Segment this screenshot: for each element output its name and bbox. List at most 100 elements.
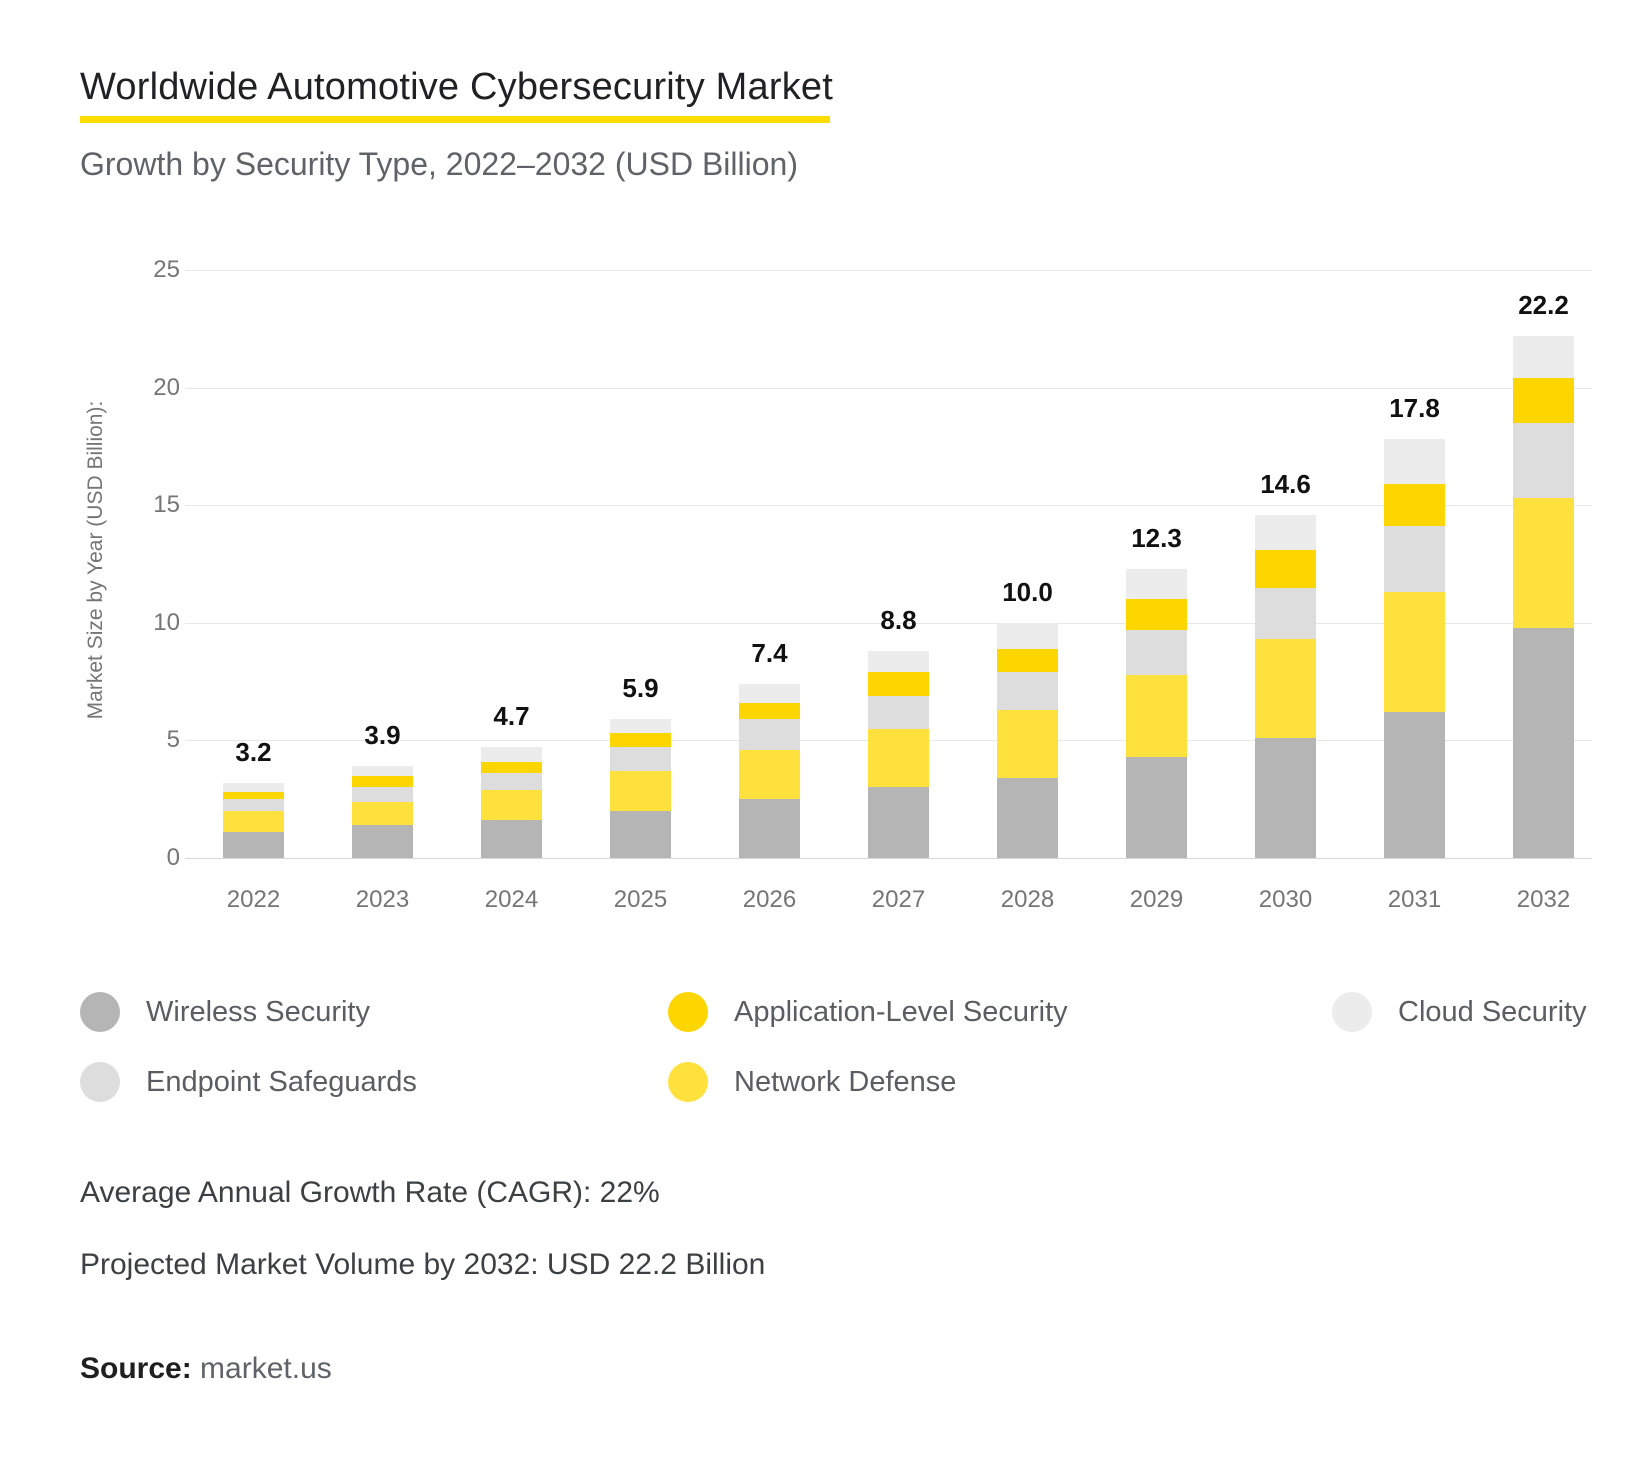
- x-tick-label-2022: 2022: [226, 886, 281, 913]
- source-line: Source: market.us: [80, 1352, 332, 1386]
- footer-projection-line: Projected Market Volume by 2032: USD 22.…: [80, 1248, 766, 1281]
- legend-label: Endpoint Safeguards: [146, 1066, 417, 1098]
- bar-segment-2028-network-defense: [997, 709, 1058, 779]
- x-tick-label-2029: 2029: [1129, 886, 1184, 913]
- legend-swatch-wireless-security: [80, 992, 120, 1032]
- bar-segment-2025-cloud-security: [610, 719, 671, 734]
- bar-segment-2023-wireless-security: [352, 825, 413, 858]
- bar-2027: [868, 651, 929, 858]
- bar-segment-2022-endpoint-safeguards: [223, 799, 284, 811]
- bar-2026: [739, 683, 800, 858]
- bar-segment-2024-endpoint-safeguards: [481, 773, 542, 790]
- y-axis-title: Market Size by Year (USD Billion):: [84, 400, 107, 720]
- bar-segment-2030-cloud-security: [1255, 514, 1316, 550]
- gridline-10: [185, 622, 1592, 624]
- bar-segment-2022-cloud-security: [223, 782, 284, 793]
- bar-segment-2032-application-level-security: [1513, 378, 1574, 423]
- bar-total-label-2031: 17.8: [1389, 393, 1440, 424]
- bar-2031: [1384, 439, 1445, 858]
- bar-segment-2027-application-level-security: [868, 672, 929, 696]
- bar-segment-2030-endpoint-safeguards: [1255, 587, 1316, 640]
- bar-segment-2030-network-defense: [1255, 639, 1316, 739]
- bar-total-label-2029: 12.3: [1131, 522, 1182, 553]
- legend-label: Cloud Security: [1398, 996, 1587, 1028]
- bar-segment-2029-application-level-security: [1126, 599, 1187, 630]
- bar-segment-2024-cloud-security: [481, 747, 542, 762]
- source-label: Source:: [80, 1352, 192, 1385]
- bar-2028: [997, 622, 1058, 858]
- gridline-20: [185, 387, 1592, 389]
- bar-segment-2027-network-defense: [868, 728, 929, 788]
- bar-segment-2025-wireless-security: [610, 810, 671, 858]
- bar-segment-2025-application-level-security: [610, 733, 671, 748]
- bar-segment-2031-cloud-security: [1384, 439, 1445, 485]
- bar-segment-2029-cloud-security: [1126, 568, 1187, 600]
- bar-segment-2028-wireless-security: [997, 778, 1058, 858]
- bar-total-label-2028: 10.0: [1002, 576, 1053, 607]
- legend-swatch-cloud-security: [1332, 992, 1372, 1032]
- bar-segment-2028-application-level-security: [997, 648, 1058, 673]
- bar-segment-2031-endpoint-safeguards: [1384, 526, 1445, 593]
- y-tick-label-25: 25: [153, 256, 180, 283]
- bar-total-label-2026: 7.4: [751, 637, 788, 668]
- bar-total-label-2024: 4.7: [493, 701, 530, 732]
- x-tick-label-2030: 2030: [1258, 886, 1313, 913]
- bar-segment-2032-cloud-security: [1513, 335, 1574, 379]
- bar-2029: [1126, 568, 1187, 858]
- bar-segment-2032-endpoint-safeguards: [1513, 422, 1574, 499]
- y-tick-label-10: 10: [153, 608, 180, 636]
- legend-swatch-endpoint-safeguards: [80, 1062, 120, 1102]
- bar-segment-2022-application-level-security: [223, 792, 284, 800]
- bar-segment-2030-wireless-security: [1255, 738, 1316, 858]
- x-tick-label-2024: 2024: [484, 886, 539, 913]
- bar-segment-2025-endpoint-safeguards: [610, 747, 671, 771]
- legend-swatch-network-defense: [668, 1062, 708, 1102]
- bar-segment-2027-endpoint-safeguards: [868, 695, 929, 729]
- x-tick-label-2031: 2031: [1387, 886, 1442, 913]
- bar-segment-2027-wireless-security: [868, 787, 929, 858]
- bar-segment-2030-application-level-security: [1255, 549, 1316, 588]
- bar-2025: [610, 719, 671, 858]
- y-tick-label-15: 15: [153, 491, 180, 519]
- bar-segment-2022-network-defense: [223, 810, 284, 833]
- bar-segment-2032-network-defense: [1513, 498, 1574, 628]
- gridline-25: [185, 270, 1592, 271]
- bar-segment-2024-application-level-security: [481, 761, 542, 774]
- bar-segment-2025-network-defense: [610, 770, 671, 811]
- bar-total-label-2027: 8.8: [880, 605, 917, 636]
- page-title: Worldwide Automotive Cybersecurity Marke…: [80, 66, 833, 108]
- bar-segment-2028-endpoint-safeguards: [997, 672, 1058, 710]
- bar-2022: [223, 782, 284, 858]
- legend-label: Wireless Security: [146, 996, 370, 1028]
- bar-segment-2026-endpoint-safeguards: [739, 719, 800, 750]
- y-tick-label-20: 20: [153, 373, 180, 401]
- bar-total-label-2032: 22.2: [1518, 289, 1569, 320]
- bar-segment-2024-wireless-security: [481, 820, 542, 858]
- y-tick-label-0: 0: [166, 844, 180, 871]
- page-subtitle: Growth by Security Type, 2022–2032 (USD …: [80, 146, 798, 182]
- bar-segment-2023-application-level-security: [352, 775, 413, 788]
- bar-total-label-2030: 14.6: [1260, 468, 1311, 499]
- bar-total-label-2025: 5.9: [622, 673, 659, 704]
- x-tick-label-2028: 2028: [1000, 886, 1055, 913]
- bar-segment-2029-endpoint-safeguards: [1126, 629, 1187, 675]
- bar-2024: [481, 747, 542, 858]
- bar-segment-2023-cloud-security: [352, 766, 413, 776]
- legend-label: Application-Level Security: [734, 996, 1068, 1028]
- bar-segment-2022-wireless-security: [223, 832, 284, 858]
- x-tick-label-2025: 2025: [613, 886, 668, 913]
- bar-2023: [352, 766, 413, 858]
- x-axis-line: [185, 858, 1592, 859]
- bar-segment-2026-cloud-security: [739, 683, 800, 703]
- x-tick-label-2027: 2027: [871, 886, 926, 913]
- bar-segment-2023-endpoint-safeguards: [352, 787, 413, 802]
- bar-segment-2031-network-defense: [1384, 592, 1445, 713]
- title-accent-underline: [80, 116, 830, 123]
- bar-segment-2032-wireless-security: [1513, 627, 1574, 858]
- gridline-15: [185, 505, 1592, 507]
- bar-segment-2031-application-level-security: [1384, 484, 1445, 527]
- bar-segment-2024-network-defense: [481, 789, 542, 821]
- x-tick-label-2026: 2026: [742, 886, 797, 913]
- bar-segment-2023-network-defense: [352, 801, 413, 826]
- bar-segment-2026-network-defense: [739, 749, 800, 800]
